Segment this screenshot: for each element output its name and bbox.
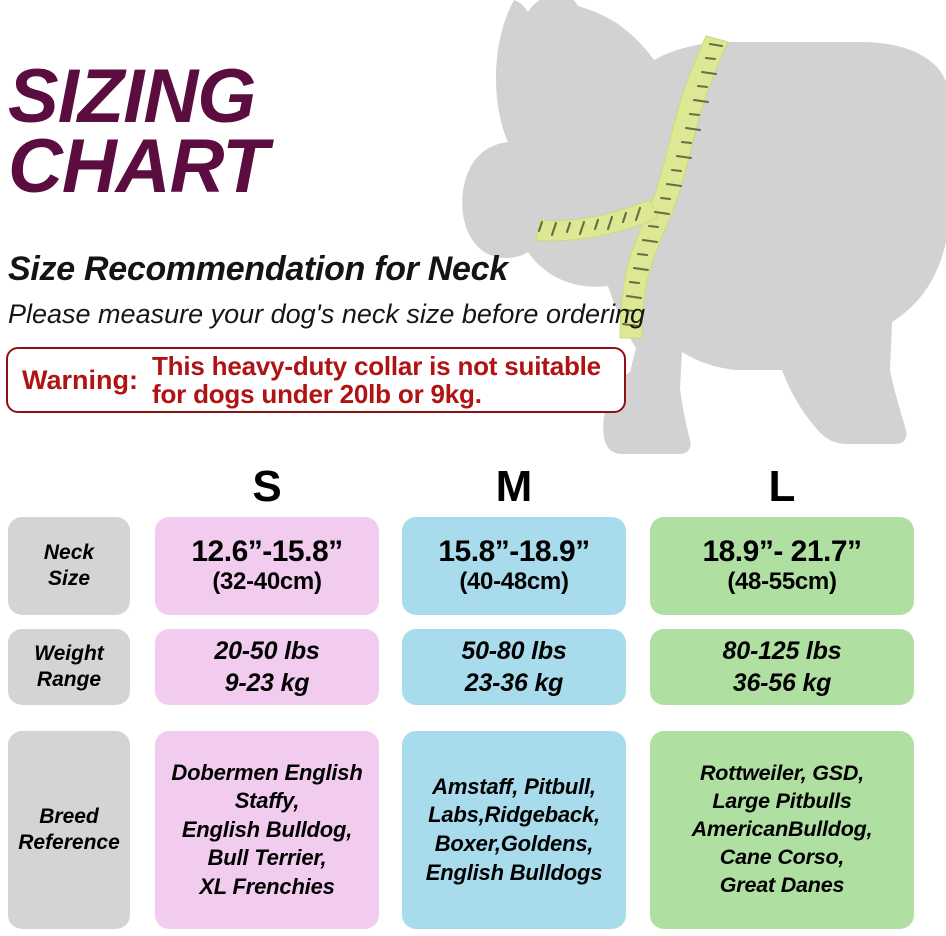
cell-breed-reference-s: Dobermen English Staffy, English Bulldog,… [155, 731, 379, 929]
cell-breed-reference-m: Amstaff, Pitbull, Labs,Ridgeback, Boxer,Go… [402, 731, 626, 929]
warning-box: Warning: This heavy-duty collar is not s… [6, 347, 626, 413]
warning-message-line-2: for dogs under 20lb or 9kg. [151, 379, 482, 409]
size-header-m: M [495, 462, 533, 511]
weight-kg: 36-56 kg [732, 669, 832, 697]
breed-list: Amstaff, Pitbull, Labs,Ridgeback, Boxer,Go… [425, 773, 603, 885]
row-label-line-1: Breed [39, 804, 99, 828]
neck-size-inches: 15.8”-18.9” [438, 535, 590, 569]
row-label-line-2: Range [36, 668, 102, 691]
cell-weight-range-s: 20-50 lbs 9-23 kg [155, 629, 379, 705]
title-line-2: CHART [8, 123, 269, 209]
instruction-text: Please measure your dog's neck size befo… [8, 299, 646, 329]
weight-kg: 9-23 kg [224, 669, 310, 697]
breed-list: Rottweiler, GSD, Large Pitbulls AmericanBu… [691, 761, 873, 897]
cell-neck-size-s: 12.6”-15.8” (32-40cm) [155, 517, 379, 615]
weight-lbs: 50-80 lbs [461, 637, 567, 665]
cell-weight-range-l: 80-125 lbs 36-56 kg [650, 629, 914, 705]
cell-breed-reference-l: Rottweiler, GSD, Large Pitbulls AmericanBu… [650, 731, 914, 929]
weight-kg: 23-36 kg [464, 669, 564, 697]
breed-list: Dobermen English Staffy, English Bulldog,… [171, 759, 363, 899]
weight-lbs: 20-50 lbs [214, 637, 320, 665]
warning-message: This heavy-duty collar is not suitable f… [152, 352, 601, 408]
weight-lbs: 80-125 lbs [722, 637, 842, 665]
cell-neck-size-m: 15.8”-18.9” (40-48cm) [402, 517, 626, 615]
row-label-breed-reference: Breed Reference [8, 731, 130, 929]
neck-size-inches: 12.6”-15.8” [191, 535, 343, 569]
row-label-line-1: Neck [43, 540, 95, 564]
warning-label: Warning: [22, 364, 138, 395]
cell-weight-range-m: 50-80 lbs 23-36 kg [402, 629, 626, 705]
title-line-1: SIZING [8, 54, 256, 139]
size-header-s: S [252, 462, 282, 511]
neck-size-cm: (40-48cm) [459, 567, 569, 595]
row-label-line-1: Weight [34, 641, 104, 665]
row-label-line-2: Reference [18, 831, 120, 854]
row-label-neck-size: Neck Size [8, 517, 130, 615]
cell-neck-size-l: 18.9”- 21.7” (48-55cm) [650, 517, 914, 615]
row-label-weight-range: Weight Range [8, 629, 130, 705]
row-label-line-2: Size [47, 567, 91, 590]
neck-size-cm: (48-55cm) [727, 567, 837, 595]
neck-size-inches: 18.9”- 21.7” [702, 535, 862, 569]
warning-message-line-1: This heavy-duty collar is not suitable [151, 350, 601, 381]
subtitle: Size Recommendation for Neck [8, 250, 508, 288]
page-title: SIZING CHART [8, 54, 668, 209]
neck-size-cm: (32-40cm) [212, 567, 322, 595]
size-header-l: L [768, 462, 796, 511]
